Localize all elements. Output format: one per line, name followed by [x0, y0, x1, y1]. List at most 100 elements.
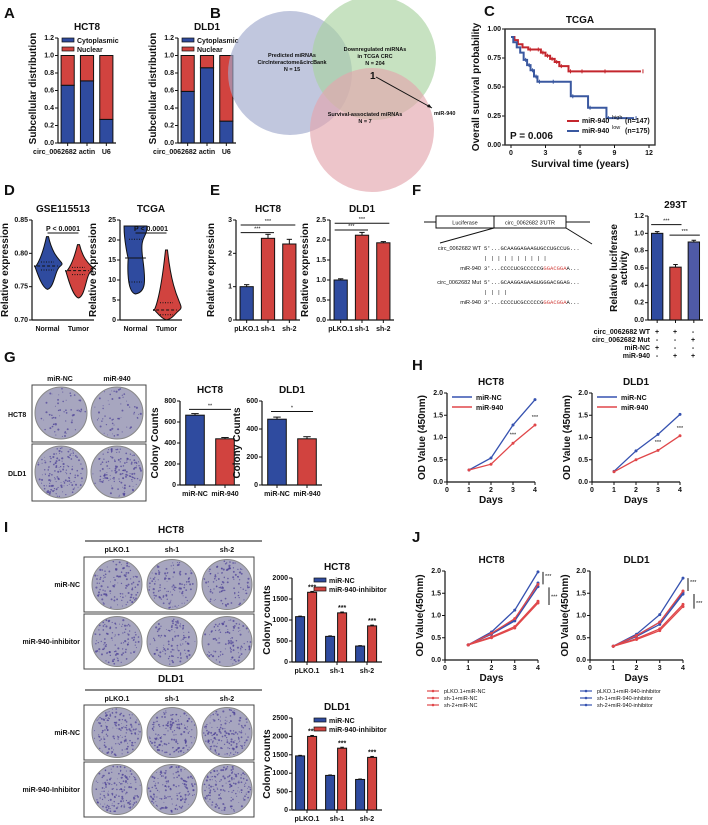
colony [230, 649, 232, 651]
colony [111, 427, 114, 430]
survival-curve [511, 36, 641, 73]
colony [63, 482, 66, 484]
bar [650, 232, 664, 321]
x-tick-label: 9 [613, 150, 617, 157]
colony [104, 796, 106, 798]
x-axis-label: Days [624, 495, 648, 506]
colony [125, 770, 127, 772]
colony [131, 806, 133, 808]
colony [183, 731, 185, 733]
colony [95, 586, 98, 589]
colony [102, 405, 104, 407]
column-label: miR-940 [103, 376, 130, 383]
y-tick-label: 0.0 [576, 657, 586, 664]
colony-plate [201, 559, 253, 610]
chart-title: 293T [664, 200, 687, 211]
colony [126, 562, 129, 565]
colony [114, 579, 116, 581]
colony [204, 726, 206, 728]
colony [129, 569, 132, 572]
colony [122, 714, 125, 717]
colony [156, 720, 158, 723]
colony [62, 391, 64, 393]
colony [231, 637, 234, 639]
colony [208, 787, 210, 789]
colony [176, 564, 179, 567]
colony [112, 418, 114, 421]
zoom-line [439, 227, 495, 244]
colony [156, 789, 159, 792]
colony [221, 583, 223, 586]
colony [119, 448, 121, 450]
y-tick-label: 1.0 [634, 230, 644, 237]
colony [155, 782, 157, 784]
colony [163, 733, 165, 736]
colony [223, 743, 226, 746]
colony [114, 460, 116, 463]
sequence: 3'...CCCCUCGCCCCCGGGACGGAA... [484, 299, 580, 306]
colony [111, 470, 113, 472]
colony [111, 708, 113, 710]
colony [127, 801, 130, 804]
venn-diagram: Predicted miRNAsCircInteractome&circBank… [228, 0, 455, 192]
colony [214, 805, 217, 808]
colony [239, 744, 241, 746]
colony [68, 479, 71, 482]
colony [114, 465, 117, 468]
series-line [467, 583, 539, 646]
colony [208, 791, 211, 794]
colony [117, 604, 119, 606]
colony [108, 403, 110, 405]
colony [130, 773, 133, 775]
y-tick-label: 1.2 [44, 35, 54, 42]
colony [171, 639, 174, 641]
colony [187, 794, 189, 796]
series-line [613, 606, 684, 647]
colony [74, 429, 77, 431]
colony [184, 793, 187, 796]
colony [218, 630, 220, 632]
colony [116, 471, 118, 473]
colony [209, 600, 211, 603]
colony [107, 434, 108, 436]
x-tick-label: sh-1 [261, 326, 276, 333]
y-tick-label: 0.75 [487, 55, 501, 62]
colony [186, 714, 188, 716]
y-tick-label: 0.5 [316, 297, 326, 304]
colony [175, 785, 177, 788]
legend-marker [431, 689, 435, 693]
colony [185, 653, 187, 654]
colony [111, 621, 113, 623]
colony [236, 733, 239, 735]
violin [64, 244, 94, 299]
colony [117, 742, 119, 744]
colony [166, 572, 169, 574]
y-tick-label: 500 [276, 789, 288, 796]
colony [209, 572, 212, 575]
colony [226, 741, 229, 744]
colony [244, 724, 247, 727]
colony [123, 766, 126, 769]
y-tick-label: 1 [228, 284, 232, 291]
colony [173, 738, 176, 741]
legend-label: Nuclear [197, 47, 223, 54]
colony [117, 434, 119, 436]
bar [355, 778, 366, 811]
colony [139, 468, 142, 471]
colony [121, 605, 123, 607]
colony [167, 723, 169, 725]
colony [160, 735, 162, 737]
colony [138, 580, 140, 583]
colony [129, 459, 131, 461]
x-tick-label: pLKO.1 [234, 326, 259, 333]
colony [162, 646, 164, 648]
colony [179, 792, 181, 794]
colony [247, 787, 248, 789]
colony [218, 730, 221, 733]
colony [38, 478, 41, 481]
legend-marker [584, 689, 588, 693]
colony [218, 591, 221, 593]
colony [113, 782, 116, 785]
venn-set-count: N = 204 [365, 61, 385, 67]
